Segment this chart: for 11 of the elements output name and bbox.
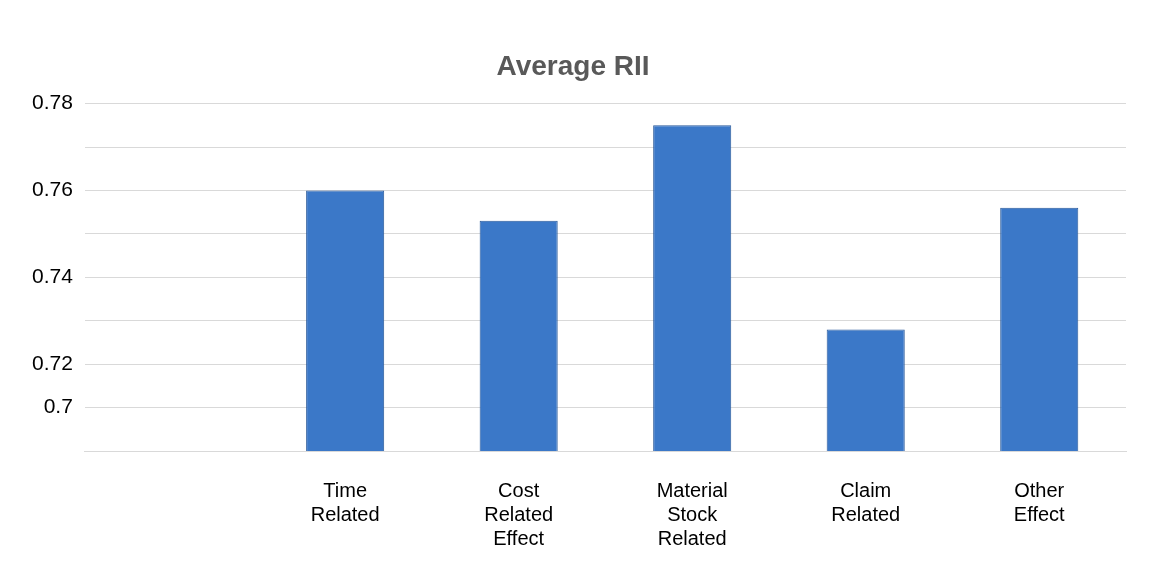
y-tick-label: 0.76 — [32, 177, 73, 201]
y-tick-label: 0.72 — [32, 350, 73, 374]
x-tick-label: Material Stock Related — [656, 478, 728, 549]
chart-title: Average RII — [496, 49, 650, 81]
x-tick-label: Other Effect — [1013, 478, 1066, 525]
y-tick-label: 0.78 — [32, 90, 73, 114]
y-tick-label: 0.74 — [32, 264, 74, 288]
y-tick-label: 0.7 — [43, 394, 73, 418]
x-tick-label: Claim Related — [831, 478, 901, 525]
x-tick-label: Cost Related Effect — [484, 478, 554, 549]
x-tick-label: Time Related — [310, 478, 380, 525]
